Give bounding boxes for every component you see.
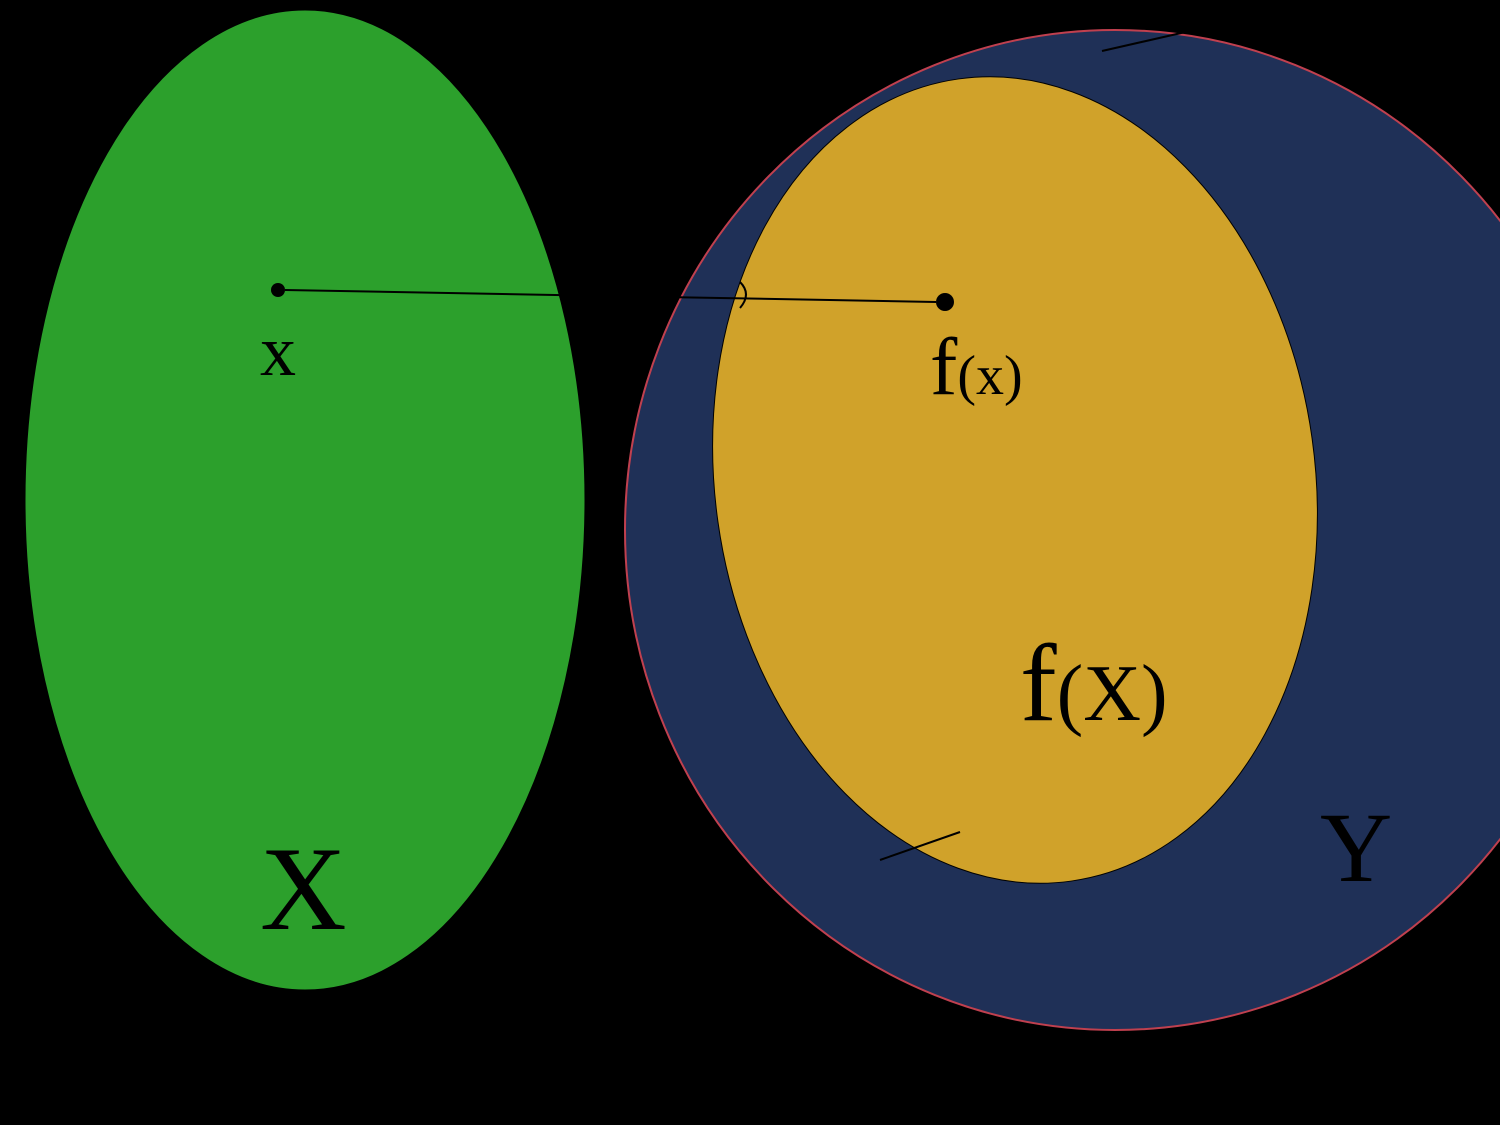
- fx-arg: (x): [957, 345, 1022, 407]
- domain-label: X: [260, 820, 347, 958]
- image-element-label: f(x): [930, 320, 1023, 414]
- image-set-label: f(X): [1020, 620, 1168, 747]
- fX-arg: (X): [1057, 650, 1168, 738]
- fx-main: f: [930, 321, 957, 412]
- domain-element-label: x: [260, 310, 296, 393]
- diagram-canvas: X Y x f(x) f(X): [0, 0, 1500, 1125]
- codomain-label: Y: [1320, 790, 1392, 905]
- image-ellipse: [0, 0, 1500, 1125]
- fX-main: f: [1020, 622, 1057, 744]
